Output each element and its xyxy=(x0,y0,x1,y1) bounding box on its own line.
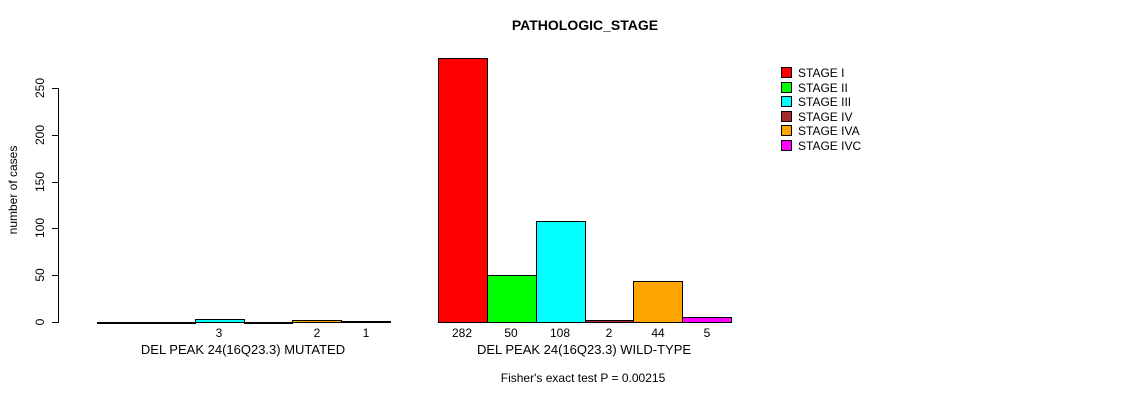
legend-label-stage-iva: STAGE IVA xyxy=(798,124,860,138)
bar-mutated-stage-iii xyxy=(195,319,245,323)
legend-swatch-stage-iv xyxy=(781,111,792,122)
bar-mutated-stage-ii xyxy=(146,322,196,324)
y-tick-0 xyxy=(52,322,59,323)
legend-label-stage-ivc: STAGE IVC xyxy=(798,139,862,153)
y-tick-100 xyxy=(52,228,59,229)
bar-value-wild-type-stage-ivc: 5 xyxy=(703,326,711,340)
group-label-wild-type: DEL PEAK 24(16Q23.3) WILD-TYPE xyxy=(476,342,692,357)
legend-swatch-stage-ivc xyxy=(781,140,792,151)
bar-wild-type-stage-ivc xyxy=(682,317,732,323)
y-tick-label-0: 0 xyxy=(33,318,47,326)
y-tick-label-150: 150 xyxy=(33,171,47,193)
bar-value-wild-type-stage-iva: 44 xyxy=(651,326,665,340)
y-tick-label-250: 250 xyxy=(33,77,47,99)
y-tick-150 xyxy=(52,182,59,183)
legend-label-stage-iii: STAGE III xyxy=(798,95,852,109)
legend-swatch-stage-i xyxy=(781,67,792,78)
legend-swatch-stage-iva xyxy=(781,125,792,136)
bar-value-wild-type-stage-i: 282 xyxy=(451,326,473,340)
bar-value-mutated-stage-ivc: 1 xyxy=(362,326,370,340)
legend-label-stage-i: STAGE I xyxy=(798,66,845,80)
chart-title: PATHOLOGIC_STAGE xyxy=(511,17,659,33)
bar-wild-type-stage-iv xyxy=(585,320,634,323)
bar-value-mutated-stage-iii: 3 xyxy=(215,326,223,340)
bar-value-wild-type-stage-ii: 50 xyxy=(504,326,518,340)
y-tick-250 xyxy=(52,88,59,89)
legend-label-stage-iv: STAGE IV xyxy=(798,110,853,124)
bar-mutated-stage-iva xyxy=(292,320,342,323)
bar-mutated-stage-ivc xyxy=(341,321,391,323)
bar-mutated-stage-iv xyxy=(244,322,293,324)
y-tick-50 xyxy=(52,275,59,276)
bar-wild-type-stage-ii xyxy=(487,275,537,323)
bar-value-wild-type-stage-iv: 2 xyxy=(605,326,613,340)
bar-mutated-stage-i xyxy=(97,322,147,324)
fisher-test-annotation: Fisher's exact test P = 0.00215 xyxy=(500,371,666,385)
bar-wild-type-stage-iva xyxy=(633,281,683,323)
y-tick-label-200: 200 xyxy=(33,124,47,146)
group-label-mutated: DEL PEAK 24(16Q23.3) MUTATED xyxy=(140,342,346,357)
y-axis-title: number of cases xyxy=(6,145,20,235)
bar-wild-type-stage-i xyxy=(438,58,488,323)
y-axis-line xyxy=(58,88,59,323)
y-tick-200 xyxy=(52,135,59,136)
y-tick-label-50: 50 xyxy=(33,268,47,282)
bar-value-wild-type-stage-iii: 108 xyxy=(549,326,571,340)
legend-label-stage-ii: STAGE II xyxy=(798,81,848,95)
bar-value-mutated-stage-iva: 2 xyxy=(313,326,321,340)
y-tick-label-100: 100 xyxy=(33,217,47,239)
legend-swatch-stage-iii xyxy=(781,96,792,107)
legend-swatch-stage-ii xyxy=(781,82,792,93)
bar-wild-type-stage-iii xyxy=(536,221,586,323)
